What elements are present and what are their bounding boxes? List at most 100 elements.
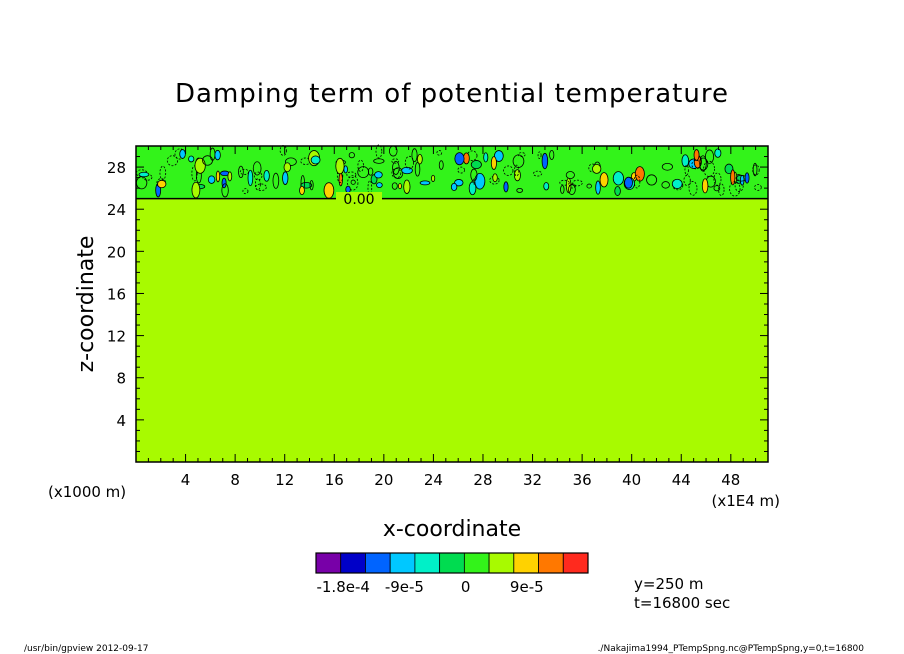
damping-contour-line [633, 174, 641, 189]
damping-contour-line [438, 160, 444, 170]
x-tick-label: 40 [622, 471, 641, 489]
damping-contour-line [404, 155, 415, 170]
damping-contour-line [565, 171, 575, 180]
colorbar-tick-labels: -1.8e-4 -9e-5 0 9e-5 [316, 578, 543, 596]
damping-contour-cell [419, 180, 431, 186]
damping-contour-cell [431, 174, 436, 182]
damping-contour-cell [179, 149, 186, 159]
damping-contour-line [255, 183, 267, 191]
colorbar-swatch [513, 552, 539, 574]
colorbar-swatch [488, 552, 515, 574]
damping-contour-line [272, 172, 280, 189]
damping-contour-cell [450, 182, 458, 192]
y-tick-label: 4 [116, 412, 126, 430]
x-unit-label: (x1000 m) [48, 483, 126, 501]
damping-contour-cell [503, 181, 509, 193]
damping-contour-cell [565, 177, 572, 194]
damping-contour-line [754, 184, 762, 191]
damping-contour-line [346, 171, 357, 178]
damping-contour-cell [247, 169, 254, 187]
damping-contour-line [503, 165, 514, 176]
damping-contour-line [514, 164, 520, 177]
damping-contour-cell [263, 169, 270, 182]
damping-contour-line [699, 155, 707, 172]
damping-contour-line [285, 157, 297, 166]
damping-contour-line [202, 155, 213, 166]
y-axis-label: z-coordinate [74, 236, 99, 373]
colorbar-swatch [463, 552, 490, 574]
damping-contour-line [357, 159, 364, 172]
damping-contour-cell [374, 171, 383, 179]
damping-contour-line [367, 167, 374, 176]
damping-contour-line [309, 180, 314, 191]
damping-contour-cell [282, 171, 289, 185]
damping-contour-cell [693, 149, 700, 161]
damping-contour-cell [417, 153, 423, 165]
damping-layer-contours [135, 144, 762, 199]
colorbar-swatch [562, 552, 589, 574]
damping-contour-line [350, 179, 356, 185]
damping-contour-line [537, 151, 542, 160]
damping-contour-cell [470, 160, 482, 170]
damping-contour-cell [671, 178, 683, 189]
damping-contour-cell [310, 155, 321, 165]
damping-contour-line [252, 161, 262, 176]
damping-contour-line [713, 172, 722, 186]
damping-contour-line [166, 155, 179, 167]
damping-contour-cell [403, 179, 411, 194]
damping-contour-line [752, 162, 758, 177]
colorbar-swatch [414, 552, 441, 574]
damping-contour-line [734, 179, 744, 192]
footer-right: ./Nakajima1994_PTempSpng.nc@PTempSpng,y=… [598, 644, 865, 654]
damping-contour-line [470, 168, 478, 182]
x-tick-labels: 4 8 12 16 20 24 28 32 36 40 44 48 [181, 471, 741, 489]
damping-contour-cell [592, 163, 602, 174]
damping-contour-cell [492, 173, 498, 183]
y-tick-label: 8 [116, 370, 126, 388]
damping-contour-cell [227, 171, 233, 182]
damping-contour-line [559, 179, 570, 186]
colorbar-tick-label: 0 [461, 578, 471, 596]
damping-contour-line [752, 164, 760, 176]
damping-contour-cell [138, 171, 150, 178]
damping-contour-line [457, 166, 466, 174]
damping-contour-cell [299, 185, 305, 196]
damping-contour-cell [714, 148, 722, 158]
damping-contour-cell [323, 182, 335, 199]
x-tick-label: 4 [181, 471, 191, 489]
damping-contour-cell [454, 152, 465, 166]
damping-contour-line [391, 158, 400, 164]
y-tick-labels: 4 8 12 16 20 24 28 [107, 159, 126, 430]
damping-contour-cell [474, 173, 486, 190]
plot-area: 0.00 [135, 144, 769, 463]
colorbar-swatch [365, 552, 391, 574]
damping-contour-cell [595, 180, 601, 195]
chart-title: Damping term of potential temperature [175, 79, 729, 109]
damping-contour-line [517, 152, 526, 158]
damping-contour-cell [490, 156, 497, 170]
damping-contour-line [691, 159, 701, 170]
damping-contour-line [242, 188, 249, 195]
damping-contour-cell [739, 174, 745, 186]
damping-contour-line [336, 167, 344, 184]
damping-contour-line [254, 178, 261, 191]
damping-contour-cell [494, 150, 504, 162]
x-tick-label: 20 [374, 471, 393, 489]
damping-contour-cell [398, 183, 402, 190]
damping-contour-line [436, 150, 443, 156]
damping-contour-cell [543, 182, 550, 191]
y-position-annotation: y=250 m [634, 575, 703, 593]
colorbar-swatch [315, 552, 342, 574]
damping-contour-line [191, 165, 198, 182]
damping-contour-line [159, 165, 167, 181]
x-tick-label: 48 [721, 471, 740, 489]
damping-contour-line [221, 183, 229, 198]
damping-contour-line [391, 182, 398, 190]
y-tick-label: 12 [107, 328, 126, 346]
colorbar-tick-label: -9e-5 [385, 578, 424, 596]
damping-contour-line [688, 181, 698, 196]
contour-label-bg [336, 192, 382, 206]
time-annotation: t=16800 sec [634, 594, 730, 612]
damping-contour-line [683, 174, 691, 186]
